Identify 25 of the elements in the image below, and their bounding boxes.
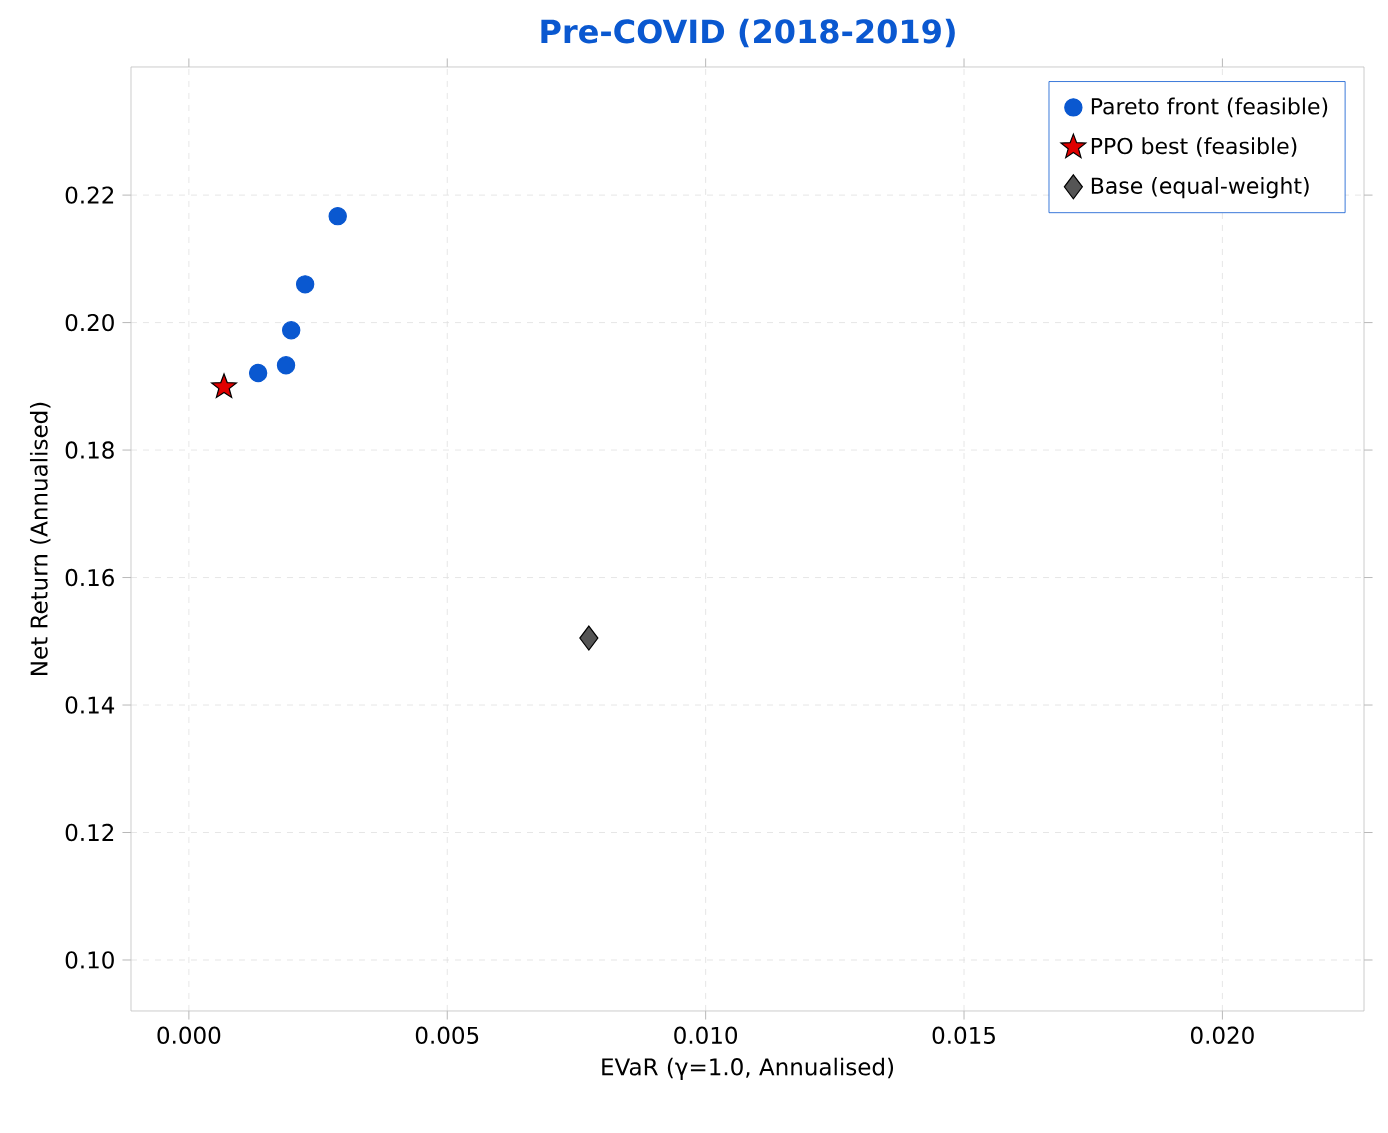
point: [579, 625, 599, 651]
x-axis-title: EVaR (γ=1.0, Annualised): [602, 1057, 894, 1080]
chart-title: Pre-COVID (2018-2019): [541, 18, 955, 48]
x-tick-label: 0.000: [157, 1026, 221, 1044]
point: [328, 206, 347, 226]
x-tick-label: 0.010: [674, 1026, 738, 1044]
legend-label: PPO best (feasible): [1091, 137, 1297, 157]
y-tick-label: 0.22: [65, 186, 114, 204]
point: [282, 321, 301, 340]
point: [211, 373, 237, 399]
legend-label: Pareto front (feasible): [1091, 97, 1328, 118]
y-tick-label: 0.18: [65, 441, 114, 459]
y-tick-label: 0.10: [65, 951, 114, 969]
x-tick-label: 0.015: [932, 1026, 995, 1044]
point: [295, 275, 315, 294]
y-axis-title: Net Return (Annualised): [29, 402, 51, 675]
y-tick-label: 0.12: [65, 823, 114, 842]
legend-label: Base (equal-weight): [1091, 176, 1309, 199]
x-tick-label: 0.005: [415, 1026, 479, 1044]
point: [248, 363, 268, 383]
y-tick-label: 0.14: [65, 696, 115, 714]
y-tick-label: 0.20: [65, 313, 114, 332]
y-tick-label: 0.16: [65, 568, 114, 587]
point: [276, 356, 296, 375]
x-tick-label: 0.020: [1191, 1026, 1254, 1044]
